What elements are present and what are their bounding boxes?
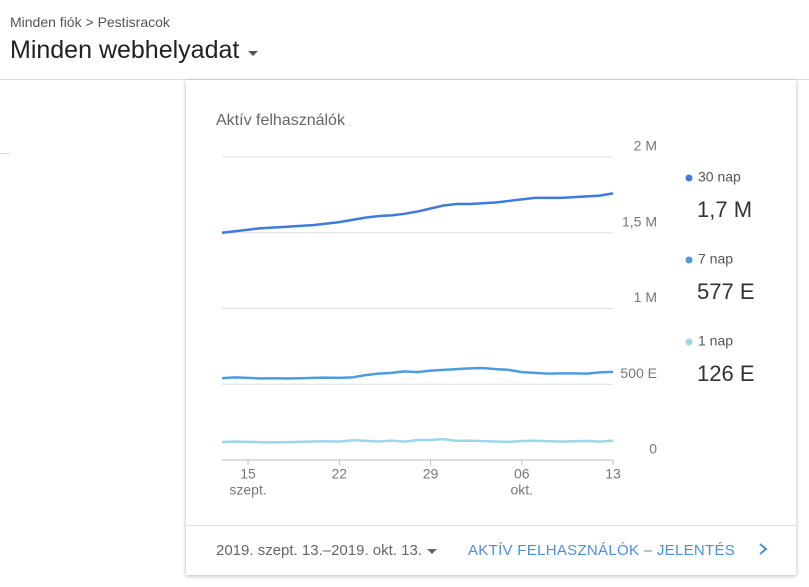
dropdown-icon xyxy=(248,51,259,56)
x-month-label: okt. xyxy=(510,482,533,498)
x-tick-label: 15 xyxy=(240,466,256,482)
chart: 0 500 E 1 M 1,5 M 2 M 15 22 29 06 13 szept. okt. 30 … xyxy=(221,138,755,498)
legend-name: 1 nap xyxy=(698,333,733,349)
x-month-label: szept. xyxy=(229,482,266,498)
date-range-text: 2019. szept. 13.–2019. okt. 13. xyxy=(216,542,422,559)
x-tick-label: 06 xyxy=(514,466,530,482)
series-line xyxy=(221,192,614,234)
view-title: Minden webhelyadat xyxy=(10,36,240,64)
card-footer: 2019. szept. 13.–2019. okt. 13. AKTÍV FE… xyxy=(186,525,796,576)
legend-dot xyxy=(685,174,693,182)
y-tick-label: 2 M xyxy=(634,138,657,154)
x-tick-label: 22 xyxy=(332,466,348,482)
y-tick-label: 500 E xyxy=(620,365,657,381)
date-range[interactable]: 2019. szept. 13.–2019. okt. 13. xyxy=(216,542,438,559)
card: Aktív felhasználók 0 500 E 1 M 1,5 M 2 M 15 22… xyxy=(186,80,796,575)
series-line xyxy=(221,437,614,444)
divider xyxy=(0,153,10,154)
legend-name: 7 nap xyxy=(698,251,733,267)
breadcrumb-item[interactable]: Pestisracok xyxy=(97,14,170,30)
y-tick-label: 1,5 M xyxy=(622,213,657,229)
card-title: Aktív felhasználók xyxy=(216,112,345,129)
view-selector[interactable]: Minden webhelyadat xyxy=(10,36,260,65)
y-tick-label: 1 M xyxy=(634,289,657,305)
report-link-text: AKTÍV FELHASZNÁLÓK – JELENTÉS xyxy=(468,542,736,559)
dropdown-icon xyxy=(427,549,438,554)
legend-name: 30 nap xyxy=(698,169,741,185)
breadcrumb: Minden fiók > Pestisracok xyxy=(10,14,170,30)
x-tick-label: 29 xyxy=(423,466,439,482)
legend-value: 1,7 M xyxy=(697,197,752,222)
series-line xyxy=(221,366,614,380)
legend-value: 577 E xyxy=(697,279,755,304)
legend-dot xyxy=(685,256,693,264)
header: Minden fiók > Pestisracok Minden webhely… xyxy=(0,0,809,80)
breadcrumb-item[interactable]: Minden fiók xyxy=(10,14,82,30)
report-link[interactable]: AKTÍV FELHASZNÁLÓK – JELENTÉS xyxy=(468,542,770,559)
x-tick-label: 13 xyxy=(605,466,621,482)
y-tick-label: 0 xyxy=(649,441,657,457)
chevron-icon xyxy=(758,543,768,555)
legend-dot xyxy=(685,338,693,346)
legend-value: 126 E xyxy=(697,361,755,386)
